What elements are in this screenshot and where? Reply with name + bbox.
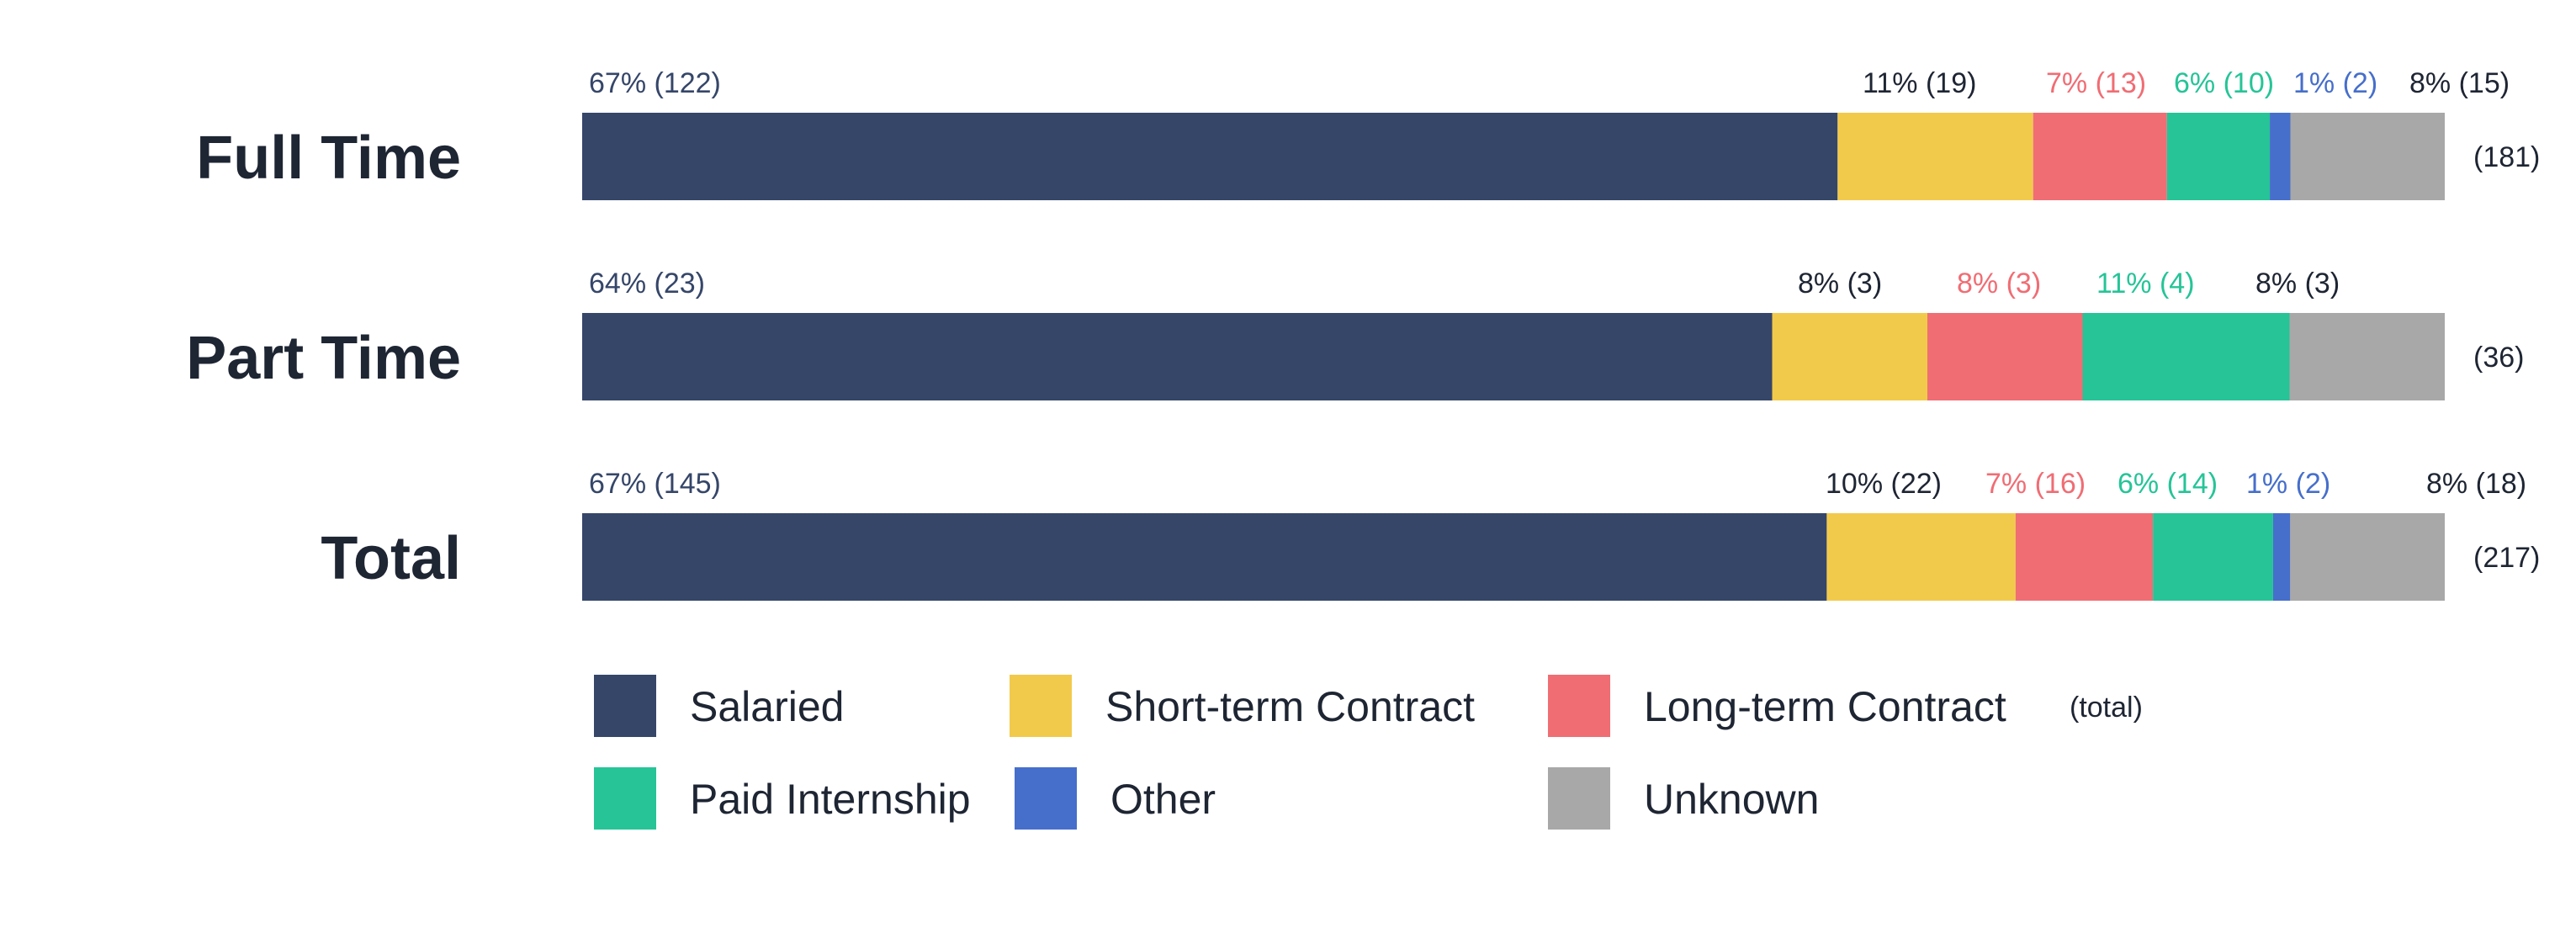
bar-segment-part-time-unknown bbox=[2289, 313, 2445, 400]
bar-segment-total-long-term-contract bbox=[2015, 513, 2154, 601]
data-label-total-paid-internship: 6% (14) bbox=[2118, 468, 2218, 500]
legend-note: (total) bbox=[2070, 692, 2143, 724]
bar-segment-full-time-other bbox=[2270, 113, 2291, 200]
legend-swatch-paid-internship bbox=[594, 767, 656, 830]
bar-segment-part-time-short-term-contract bbox=[1772, 313, 1927, 400]
row-total-full-time: (181) bbox=[2473, 141, 2540, 173]
bar-segment-total-other bbox=[2272, 513, 2291, 601]
data-label-part-time-short-term-contract: 8% (3) bbox=[1798, 268, 1882, 300]
row-total-total: (217) bbox=[2473, 542, 2540, 574]
data-label-total-short-term-contract: 10% (22) bbox=[1826, 468, 1942, 500]
bar-segment-full-time-short-term-contract bbox=[1837, 113, 2033, 200]
legend-swatch-short-term-contract bbox=[1010, 675, 1072, 737]
data-label-full-time-salaried: 67% (122) bbox=[589, 67, 721, 99]
bar-segment-total-unknown bbox=[2290, 513, 2445, 601]
data-label-full-time-other: 1% (2) bbox=[2293, 67, 2377, 99]
legend-label-salaried: Salaried bbox=[690, 683, 844, 730]
data-label-part-time-unknown: 8% (3) bbox=[2255, 268, 2340, 300]
row-label-total: Total bbox=[321, 525, 461, 592]
bar-segment-full-time-paid-internship bbox=[2166, 113, 2271, 200]
bar-segment-total-paid-internship bbox=[2153, 513, 2273, 601]
legend-label-long-term-contract: Long-term Contract bbox=[1644, 683, 2006, 730]
data-label-full-time-long-term-contract: 7% (13) bbox=[2046, 67, 2146, 99]
legend-label-short-term-contract: Short-term Contract bbox=[1105, 683, 1475, 730]
row-total-part-time: (36) bbox=[2473, 342, 2524, 374]
data-label-total-unknown: 8% (18) bbox=[2426, 468, 2526, 500]
bar-segment-total-salaried bbox=[582, 513, 1827, 601]
legend-swatch-unknown bbox=[1548, 767, 1610, 830]
data-label-full-time-short-term-contract: 11% (19) bbox=[1863, 67, 1976, 99]
row-label-part-time: Part Time bbox=[186, 325, 461, 392]
legend-swatch-salaried bbox=[594, 675, 656, 737]
legend-label-unknown: Unknown bbox=[1644, 776, 1819, 823]
data-label-part-time-paid-internship: 11% (4) bbox=[2096, 268, 2195, 300]
data-label-part-time-salaried: 64% (23) bbox=[589, 268, 705, 300]
legend-label-other: Other bbox=[1110, 776, 1216, 823]
data-label-total-other: 1% (2) bbox=[2246, 468, 2330, 500]
data-label-full-time-unknown: 8% (15) bbox=[2409, 67, 2510, 99]
bar-segment-part-time-paid-internship bbox=[2082, 313, 2290, 400]
bar-segment-full-time-long-term-contract bbox=[2033, 113, 2167, 200]
data-label-total-salaried: 67% (145) bbox=[589, 468, 721, 500]
bar-segment-total-short-term-contract bbox=[1826, 513, 2016, 601]
legend-label-paid-internship: Paid Internship bbox=[690, 776, 971, 823]
legend-swatch-long-term-contract bbox=[1548, 675, 1610, 737]
legend-swatch-other bbox=[1015, 767, 1077, 830]
bar-segment-part-time-salaried bbox=[582, 313, 1773, 400]
bar-segment-full-time-salaried bbox=[582, 113, 1838, 200]
bar-segment-part-time-long-term-contract bbox=[1927, 313, 2083, 400]
data-label-full-time-paid-internship: 6% (10) bbox=[2174, 67, 2274, 99]
data-label-total-long-term-contract: 7% (16) bbox=[1985, 468, 2086, 500]
data-label-part-time-long-term-contract: 8% (3) bbox=[1957, 268, 2041, 300]
bar-segment-full-time-unknown bbox=[2290, 113, 2445, 200]
row-label-full-time: Full Time bbox=[196, 125, 461, 192]
